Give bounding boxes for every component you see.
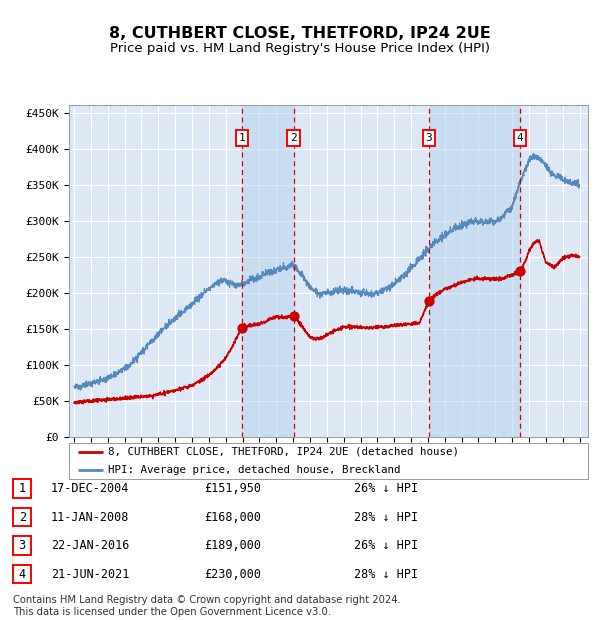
Text: Contains HM Land Registry data © Crown copyright and database right 2024.
This d: Contains HM Land Registry data © Crown c… xyxy=(13,595,401,617)
Text: 3: 3 xyxy=(425,133,432,143)
Text: 2: 2 xyxy=(19,511,26,523)
Point xyxy=(237,322,247,332)
Text: £168,000: £168,000 xyxy=(204,511,261,523)
Text: 26% ↓ HPI: 26% ↓ HPI xyxy=(354,482,418,495)
Point xyxy=(515,267,525,277)
Text: £189,000: £189,000 xyxy=(204,539,261,552)
Text: 22-JAN-2016: 22-JAN-2016 xyxy=(51,539,130,552)
Text: 8, CUTHBERT CLOSE, THETFORD, IP24 2UE: 8, CUTHBERT CLOSE, THETFORD, IP24 2UE xyxy=(109,26,491,41)
Text: 17-DEC-2004: 17-DEC-2004 xyxy=(51,482,130,495)
Text: HPI: Average price, detached house, Breckland: HPI: Average price, detached house, Brec… xyxy=(108,464,400,475)
Text: 11-JAN-2008: 11-JAN-2008 xyxy=(51,511,130,523)
Text: 4: 4 xyxy=(19,568,26,580)
Text: 1: 1 xyxy=(239,133,245,143)
Text: 2: 2 xyxy=(290,133,297,143)
Text: Price paid vs. HM Land Registry's House Price Index (HPI): Price paid vs. HM Land Registry's House … xyxy=(110,42,490,55)
Text: £230,000: £230,000 xyxy=(204,568,261,580)
Text: 3: 3 xyxy=(19,539,26,552)
Bar xyxy=(429,105,520,437)
Point xyxy=(289,311,298,321)
Text: £151,950: £151,950 xyxy=(204,482,261,495)
Text: 28% ↓ HPI: 28% ↓ HPI xyxy=(354,511,418,523)
Text: 8, CUTHBERT CLOSE, THETFORD, IP24 2UE (detached house): 8, CUTHBERT CLOSE, THETFORD, IP24 2UE (d… xyxy=(108,446,459,457)
Text: 28% ↓ HPI: 28% ↓ HPI xyxy=(354,568,418,580)
Text: 21-JUN-2021: 21-JUN-2021 xyxy=(51,568,130,580)
Text: 1: 1 xyxy=(19,482,26,495)
Text: 4: 4 xyxy=(517,133,523,143)
Text: 26% ↓ HPI: 26% ↓ HPI xyxy=(354,539,418,552)
Bar xyxy=(242,105,293,437)
Point xyxy=(424,296,434,306)
